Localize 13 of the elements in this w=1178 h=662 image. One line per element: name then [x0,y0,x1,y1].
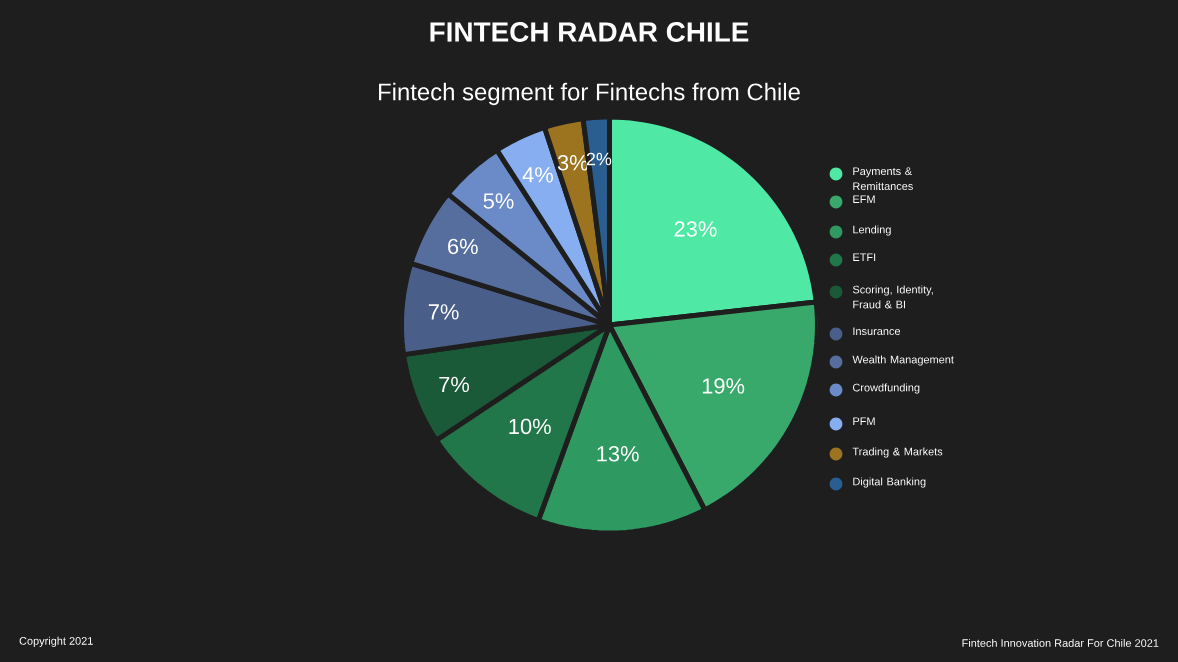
data-label: 2% [586,152,612,166]
data-label: 10% [509,418,551,435]
data-label: 4% [522,167,553,183]
data-label: 13% [597,446,639,462]
chart-subtitle: Fintech segment for Fintechs from Chile [379,82,800,106]
data-label: 5% [483,193,514,209]
data-label: 19% [702,378,745,394]
chart-title: FINTECH RADAR CHILE [430,22,749,42]
data-label: 7% [428,304,459,320]
data-label: 6% [448,238,478,255]
data-label: 23% [674,221,717,237]
data-label: 7% [439,376,470,393]
data-label: 3% [557,154,588,171]
